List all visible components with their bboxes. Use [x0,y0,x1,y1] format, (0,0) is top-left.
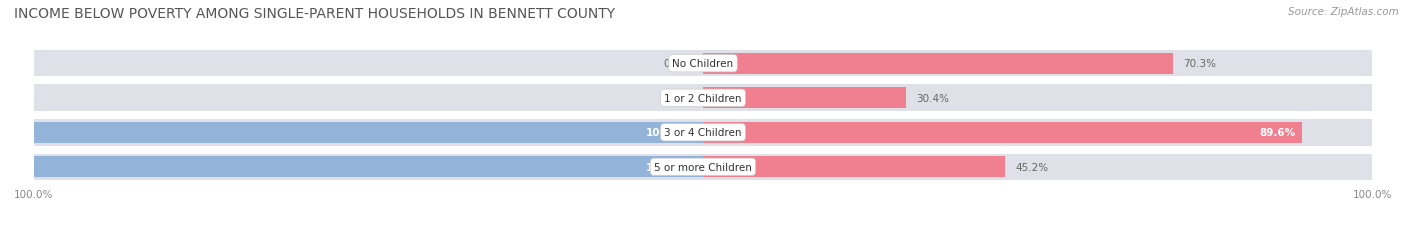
Text: 1 or 2 Children: 1 or 2 Children [664,93,742,103]
Text: 100.0%: 100.0% [14,189,53,199]
Text: 45.2%: 45.2% [1015,162,1049,172]
Bar [34,156,703,178]
Text: 0.0%: 0.0% [664,59,689,69]
Text: Source: ZipAtlas.com: Source: ZipAtlas.com [1288,7,1399,17]
Text: 100.0%: 100.0% [1353,189,1392,199]
Bar [703,88,907,109]
Text: 3 or 4 Children: 3 or 4 Children [664,128,742,138]
Text: 70.3%: 70.3% [1184,59,1216,69]
Text: 5 or more Children: 5 or more Children [654,162,752,172]
Bar [703,122,1302,143]
Bar [34,122,703,143]
Text: 100.0%: 100.0% [647,162,689,172]
Bar [34,51,1372,77]
Text: 0.0%: 0.0% [664,93,689,103]
Bar [34,119,1372,146]
Text: No Children: No Children [672,59,734,69]
Bar [34,85,1372,112]
Text: INCOME BELOW POVERTY AMONG SINGLE-PARENT HOUSEHOLDS IN BENNETT COUNTY: INCOME BELOW POVERTY AMONG SINGLE-PARENT… [14,7,616,21]
Text: 89.6%: 89.6% [1260,128,1295,138]
Bar [703,53,1173,75]
Bar [34,154,1372,180]
Text: 100.0%: 100.0% [647,128,689,138]
Text: 30.4%: 30.4% [917,93,949,103]
Bar [703,156,1005,178]
